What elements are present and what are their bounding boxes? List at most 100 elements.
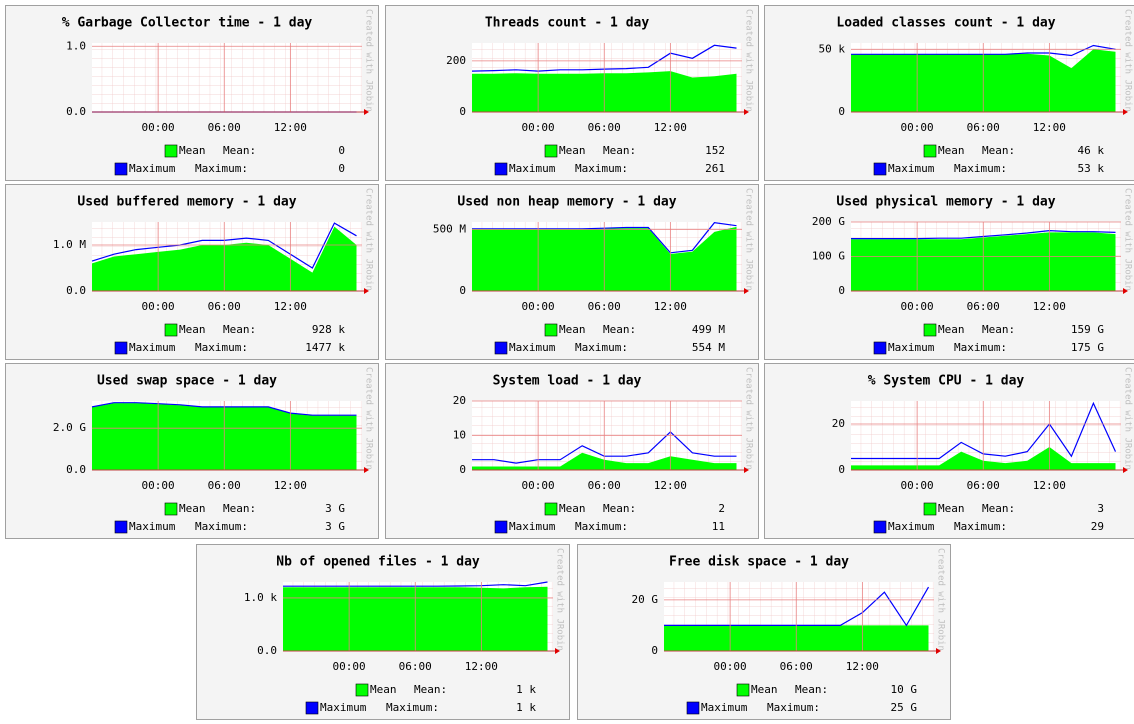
y-tick-label: 500 M [433,222,466,235]
axis-arrow [364,288,369,294]
summary-label: Mean: [223,323,256,336]
y-tick-label: 0.0 [66,105,86,118]
summary-label: Maximum: [386,701,439,714]
x-tick-label: 06:00 [588,479,621,492]
legend-swatch [544,144,558,158]
axis-arrow [555,648,560,654]
legend-label: Maximum [888,162,935,175]
summary-value: 3 G [325,520,345,533]
credit: Created with JRobin [555,548,565,651]
credit: Created with JRobin [1123,9,1133,112]
y-tick-label: 0 [459,463,466,476]
legend-swatch [114,520,128,534]
legend-swatch [873,520,887,534]
x-tick-label: 00:00 [901,121,934,134]
x-tick-label: 12:00 [274,479,307,492]
summary-label: Mean: [982,144,1015,157]
x-tick-label: 06:00 [399,660,432,673]
summary-label: Mean: [223,144,256,157]
legend-swatch [164,502,178,516]
x-tick-label: 00:00 [333,660,366,673]
legend-label: Maximum [888,520,935,533]
summary-value: 29 [1091,520,1104,533]
chart-panel: % Garbage Collector time - 1 day Created … [5,5,379,181]
summary-value: 25 G [891,701,918,714]
summary-label: Maximum: [195,341,248,354]
x-tick-label: 06:00 [208,479,241,492]
summary-label: Mean: [603,144,636,157]
chart-panel: Loaded classes count - 1 day Created with… [764,5,1134,181]
chart-panel: Used buffered memory - 1 day Created with… [5,184,379,360]
x-tick-label: 12:00 [654,300,687,313]
chart-title: System load - 1 day [493,374,642,389]
axis-arrow [744,109,749,115]
legend-label: Mean [938,144,965,157]
credit: Created with JRobin [1123,188,1133,291]
legend-swatch [164,144,178,158]
legend-label: Mean [751,683,778,696]
summary-value: 11 [712,520,725,533]
summary-value: 159 G [1071,323,1104,336]
legend-swatch [305,701,319,715]
summary-label: Maximum: [954,162,1007,175]
chart-title: Used buffered memory - 1 day [77,195,296,210]
summary-label: Maximum: [575,520,628,533]
y-tick-label: 2.0 G [53,421,86,434]
summary-label: Mean: [603,323,636,336]
summary-label: Maximum: [195,520,248,533]
x-tick-label: 12:00 [1033,300,1066,313]
credit: Created with JRobin [364,9,374,112]
legend-swatch [544,502,558,516]
credit: Created with JRobin [1123,367,1133,470]
chart-panel: Free disk space - 1 day Created with JRob… [577,544,951,720]
y-tick-label: 20 [453,394,466,407]
chart-title: % System CPU - 1 day [868,374,1025,389]
x-tick-label: 12:00 [654,479,687,492]
summary-value: 499 M [692,323,725,336]
chart-title: % Garbage Collector time - 1 day [62,16,313,31]
legend-swatch [873,162,887,176]
credit: Created with JRobin [744,9,754,112]
x-tick-label: 12:00 [274,300,307,313]
summary-value: 0 [338,144,345,157]
legend-label: Maximum [509,520,556,533]
legend-label: Mean [179,144,206,157]
axis-arrow [364,109,369,115]
chart-title: Nb of opened files - 1 day [276,555,480,570]
summary-label: Maximum: [954,520,1007,533]
legend-label: Mean [559,323,586,336]
legend-label: Mean [559,144,586,157]
summary-label: Maximum: [767,701,820,714]
chart-title: Free disk space - 1 day [669,555,849,570]
axis-arrow [1123,288,1128,294]
y-tick-label: 0.0 [66,463,86,476]
summary-value: 0 [338,162,345,175]
axis-arrow [364,467,369,473]
x-tick-label: 00:00 [142,121,175,134]
y-tick-label: 0 [459,105,466,118]
x-tick-label: 00:00 [142,479,175,492]
chart-panel: System load - 1 day Created with JRobin 0 1… [385,363,759,539]
y-tick-label: 20 [832,417,845,430]
x-tick-label: 12:00 [846,660,879,673]
y-tick-label: 0 [459,284,466,297]
legend-label: Mean [559,502,586,515]
summary-value: 1477 k [305,341,345,354]
legend-label: Maximum [129,520,176,533]
summary-label: Mean: [982,323,1015,336]
y-tick-label: 0 [651,644,658,657]
summary-label: Maximum: [575,341,628,354]
legend-swatch [494,341,508,355]
summary-label: Mean: [795,683,828,696]
chart-title: Used swap space - 1 day [97,374,277,389]
x-tick-label: 06:00 [588,121,621,134]
y-tick-label: 1.0 M [53,238,86,251]
x-tick-label: 06:00 [967,121,1000,134]
y-tick-label: 0 [838,105,845,118]
summary-value: 1 k [516,683,536,696]
legend-label: Maximum [509,162,556,175]
x-tick-label: 06:00 [967,300,1000,313]
y-tick-label: 0.0 [66,284,86,297]
legend-label: Maximum [129,341,176,354]
axis-arrow [936,648,941,654]
